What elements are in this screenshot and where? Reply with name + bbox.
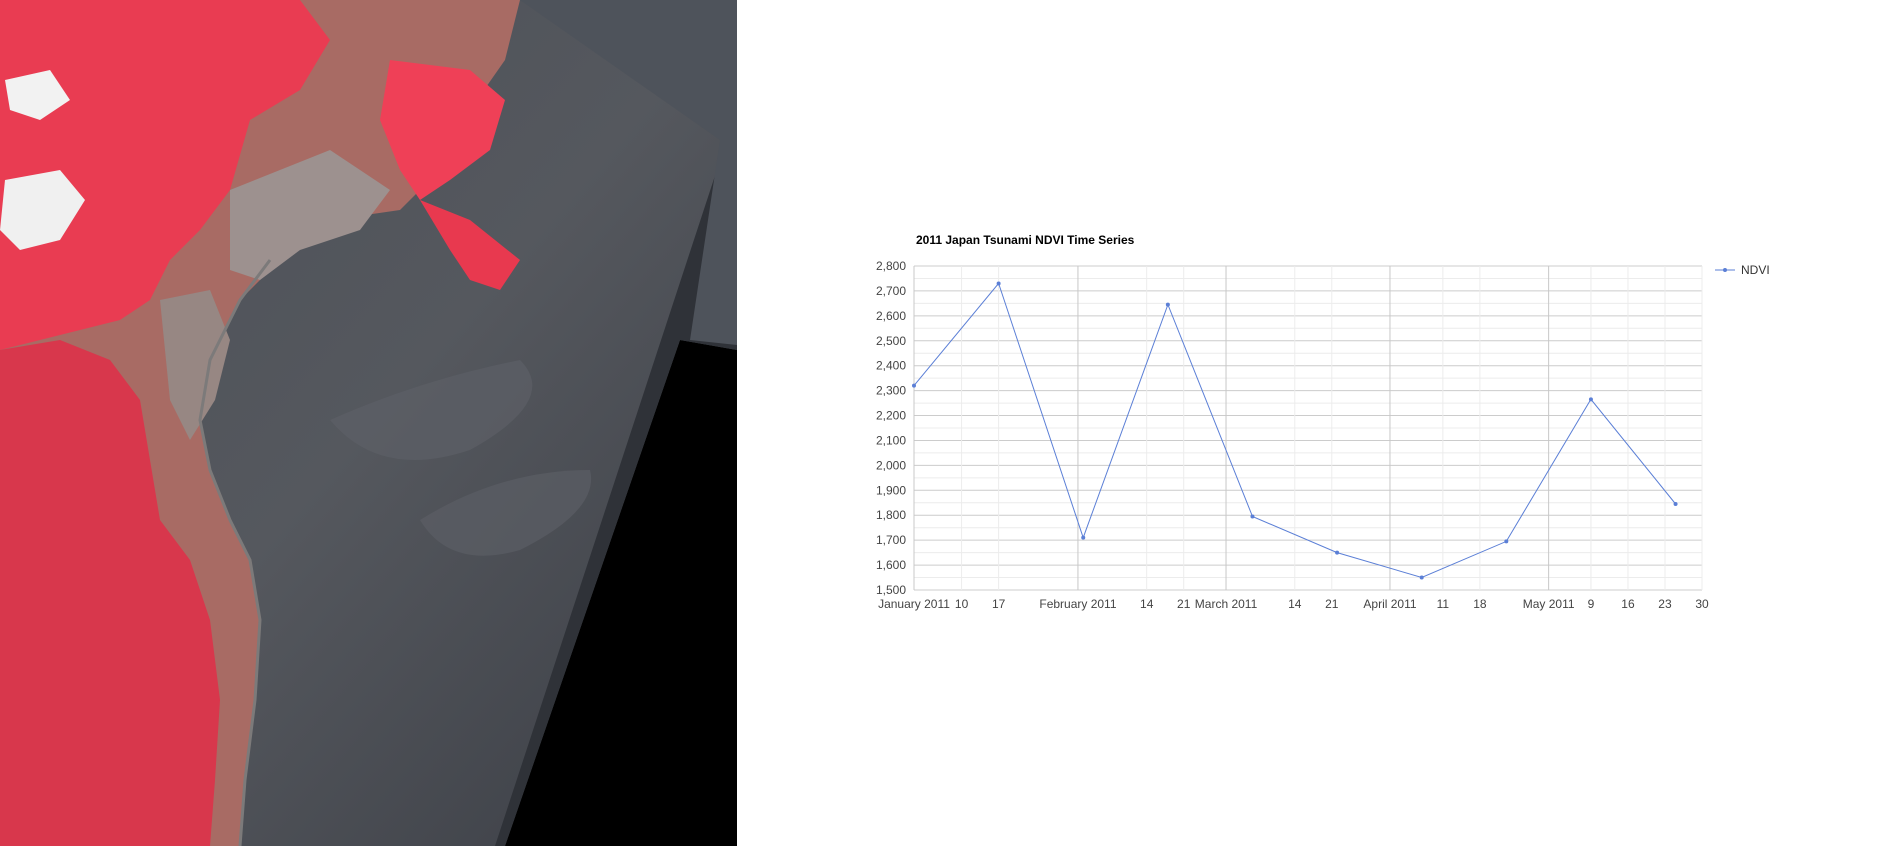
y-tick-label: 2,000 — [876, 458, 906, 472]
legend-marker — [1723, 268, 1727, 272]
ndvi-data-point — [1504, 539, 1509, 544]
y-tick-label: 1,800 — [876, 508, 906, 522]
y-tick-label: 1,700 — [876, 533, 906, 547]
swath-edge — [495, 120, 737, 846]
ndvi-data-point — [1419, 575, 1424, 580]
x-tick-label: 16 — [1621, 597, 1635, 611]
x-tick-label: April 2011 — [1363, 597, 1416, 611]
upper-ocean-area — [520, 0, 737, 345]
x-tick-label: 11 — [1437, 597, 1450, 611]
ndvi-data-point — [996, 281, 1001, 286]
satellite-image — [0, 0, 737, 846]
satellite-image-svg — [0, 0, 737, 846]
x-tick-label: 23 — [1658, 597, 1672, 611]
y-tick-label: 2,400 — [876, 359, 906, 373]
chart-panel: 2011 Japan Tsunami NDVI Time Series 1,50… — [737, 0, 1880, 846]
y-tick-label: 1,600 — [876, 558, 906, 572]
x-tick-label: 21 — [1177, 597, 1191, 611]
ndvi-data-point — [1335, 550, 1340, 555]
ndvi-data-point — [1673, 502, 1678, 507]
cloud-streak — [420, 470, 592, 556]
y-tick-label: 2,600 — [876, 309, 906, 323]
urban-area — [160, 290, 230, 440]
x-tick-label: March 2011 — [1195, 597, 1258, 611]
y-tick-label: 2,300 — [876, 384, 906, 398]
ndvi-data-point — [1165, 302, 1170, 307]
x-tick-label: 14 — [1140, 597, 1154, 611]
ndvi-data-point — [1081, 535, 1086, 540]
vegetation-patch — [0, 340, 220, 846]
x-tick-label: 17 — [992, 597, 1006, 611]
x-tick-label: 14 — [1288, 597, 1302, 611]
legend-label: NDVI — [1741, 263, 1770, 277]
y-tick-label: 1,900 — [876, 483, 906, 497]
ndvi-series-line — [913, 282, 1676, 579]
y-tick-label: 2,200 — [876, 409, 906, 423]
coastline — [198, 259, 272, 846]
urban-area — [230, 150, 390, 280]
cloud-streak — [330, 360, 533, 460]
x-tick-label: May 2011 — [1523, 597, 1575, 611]
y-tick-label: 2,800 — [876, 259, 906, 273]
vegetation-patch — [420, 200, 520, 290]
x-tick-label: 10 — [955, 597, 969, 611]
y-tick-label: 2,700 — [876, 284, 906, 298]
ndvi-data-point — [1250, 514, 1255, 519]
x-tick-label: 9 — [1588, 597, 1595, 611]
x-tick-label: 18 — [1473, 597, 1487, 611]
ndvi-chart: 2011 Japan Tsunami NDVI Time Series 1,50… — [876, 233, 1770, 611]
chart-title: 2011 Japan Tsunami NDVI Time Series — [916, 233, 1135, 247]
axes: 1,500 1,600 1,700 1,800 1,900 2,000 2,100 2,200… — [876, 259, 1709, 611]
y-tick-label: 1,500 — [876, 583, 906, 597]
nodata-area — [505, 340, 737, 846]
y-tick-label: 2,100 — [876, 433, 906, 447]
legend[interactable]: NDVI — [1715, 263, 1770, 277]
ndvi-data-point — [912, 383, 916, 388]
x-tick-label: February 2011 — [1039, 597, 1116, 611]
x-tick-label: 21 — [1325, 597, 1339, 611]
ndvi-data-point — [1588, 397, 1593, 402]
x-tick-label: 30 — [1695, 597, 1709, 611]
vegetation-patch — [380, 60, 505, 200]
y-tick-label: 2,500 — [876, 334, 906, 348]
x-tick-label: January 2011 — [878, 597, 950, 611]
grid — [913, 265, 1703, 591]
vegetation-patch — [0, 0, 330, 350]
series-layer — [912, 281, 1678, 580]
snow-patch — [0, 170, 85, 250]
snow-patch — [5, 70, 70, 120]
